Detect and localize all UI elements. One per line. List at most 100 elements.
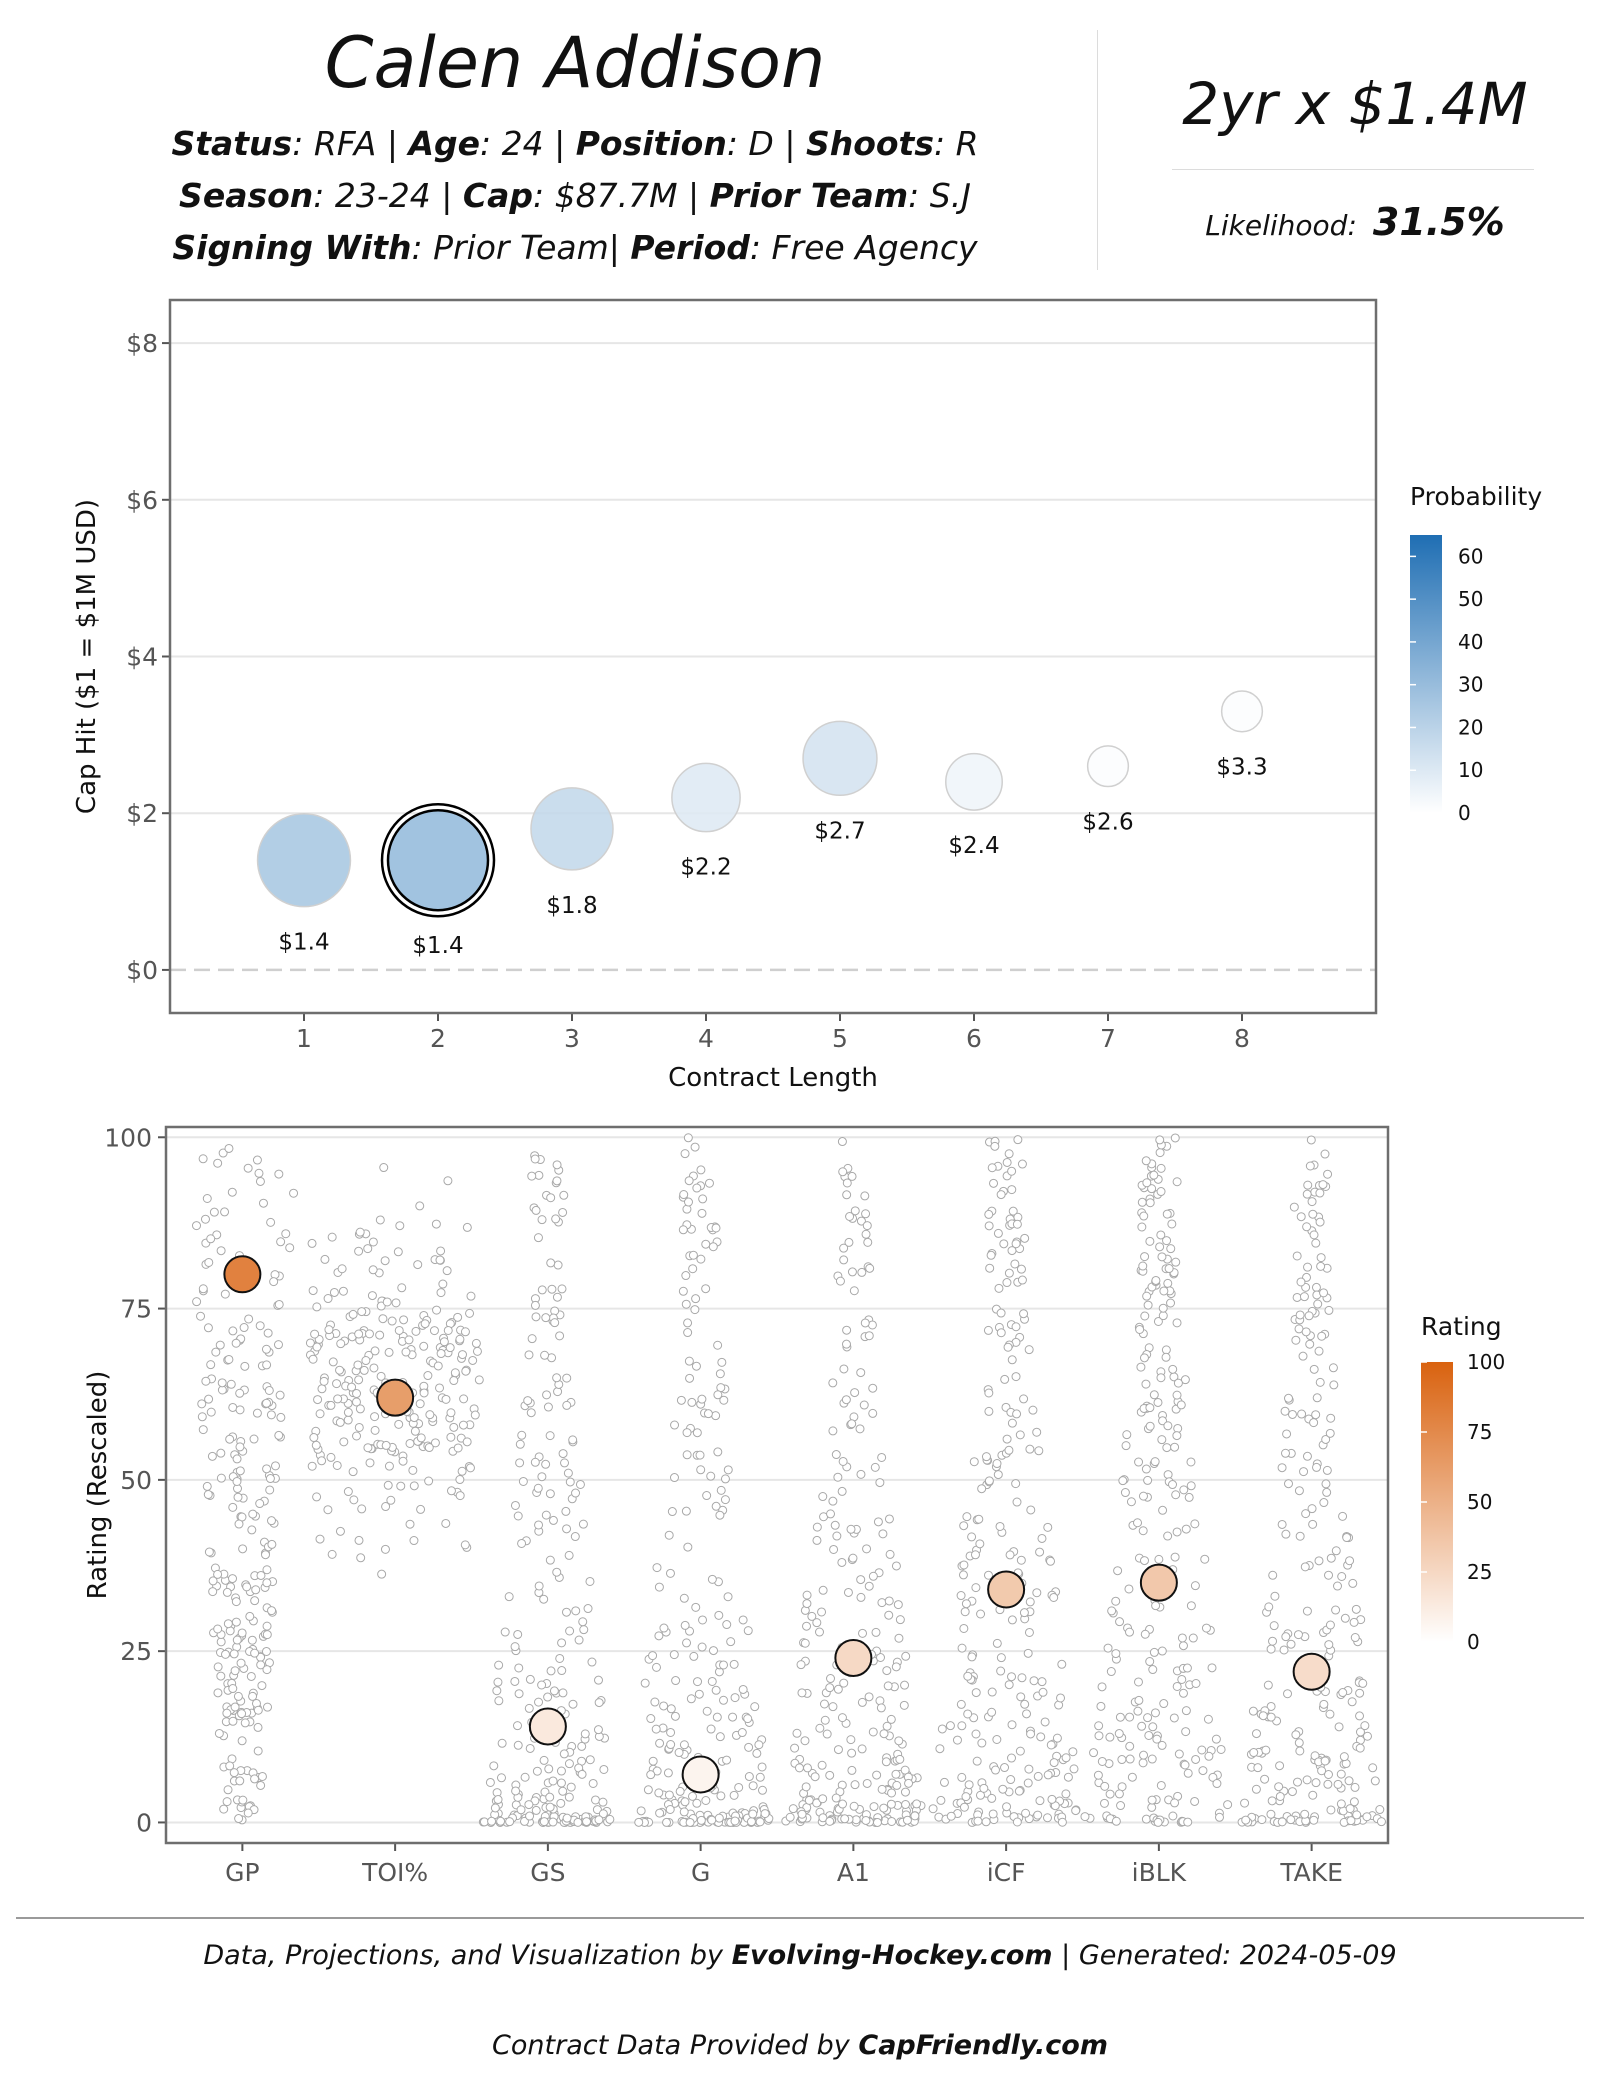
distribution-dot bbox=[959, 1623, 969, 1633]
distribution-dot bbox=[541, 1313, 551, 1323]
x-tick-label: G bbox=[691, 1858, 710, 1885]
distribution-dot bbox=[1113, 1566, 1123, 1576]
distribution-dot bbox=[217, 1378, 227, 1388]
distribution-dot bbox=[587, 1657, 597, 1667]
status-label: Status bbox=[171, 124, 293, 163]
distribution-dot bbox=[983, 1570, 993, 1580]
distribution-dot bbox=[1125, 1741, 1135, 1751]
distribution-dot bbox=[875, 1478, 885, 1488]
distribution-dot bbox=[561, 1506, 571, 1516]
info-line-2: Season: 23-24 | Cap: $87.7M | Prior Team… bbox=[179, 176, 971, 215]
legend-title: Probability bbox=[1410, 482, 1542, 511]
distribution-dot bbox=[996, 1666, 1006, 1676]
distribution-dot bbox=[312, 1302, 322, 1312]
distribution-dot bbox=[912, 1799, 922, 1809]
distribution-dot bbox=[664, 1530, 674, 1540]
distribution-dot bbox=[453, 1443, 463, 1453]
distribution-dot bbox=[996, 1328, 1006, 1338]
distribution-dot bbox=[276, 1412, 286, 1422]
distribution-dot bbox=[1038, 1687, 1048, 1697]
distribution-dot bbox=[975, 1539, 985, 1549]
x-tick-label: 6 bbox=[966, 1024, 982, 1053]
distribution-dot bbox=[1344, 1776, 1354, 1786]
distribution-dot bbox=[370, 1346, 380, 1356]
distribution-dot bbox=[1358, 1678, 1368, 1688]
distribution-dot bbox=[449, 1376, 459, 1386]
distribution-dot bbox=[1351, 1604, 1361, 1614]
distribution-dot bbox=[430, 1438, 440, 1448]
distribution-dot bbox=[265, 1485, 275, 1495]
distribution-dot bbox=[527, 1334, 537, 1344]
distribution-dot bbox=[370, 1412, 380, 1422]
distribution-dot bbox=[593, 1725, 603, 1735]
distribution-dot bbox=[255, 1321, 265, 1331]
distribution-dot bbox=[206, 1234, 216, 1244]
distribution-dot bbox=[722, 1755, 732, 1765]
distribution-dot bbox=[1043, 1770, 1053, 1780]
distribution-dot bbox=[411, 1326, 421, 1336]
distribution-dot bbox=[541, 1510, 551, 1520]
distribution-dot bbox=[985, 1263, 995, 1273]
distribution-dot bbox=[424, 1476, 434, 1486]
distribution-dot bbox=[697, 1642, 707, 1652]
distribution-dot bbox=[687, 1791, 697, 1801]
distribution-dot bbox=[1301, 1327, 1311, 1337]
distribution-dot bbox=[1159, 1286, 1169, 1296]
distribution-dot bbox=[202, 1481, 212, 1491]
distribution-dot bbox=[718, 1695, 728, 1705]
distribution-dot bbox=[382, 1297, 392, 1307]
distribution-dot bbox=[247, 1525, 257, 1535]
distribution-dot bbox=[1016, 1692, 1026, 1702]
distribution-dot bbox=[1035, 1547, 1045, 1557]
distribution-dot bbox=[1007, 1720, 1017, 1730]
distribution-dot bbox=[1172, 1431, 1182, 1441]
legend-tick-label: 50 bbox=[1458, 587, 1483, 611]
distribution-dot bbox=[524, 1800, 534, 1810]
distribution-dot bbox=[573, 1817, 583, 1827]
distribution-dot bbox=[716, 1791, 726, 1801]
distribution-dot bbox=[1016, 1555, 1026, 1565]
distribution-dot bbox=[1350, 1633, 1360, 1643]
distribution-dot bbox=[1019, 1608, 1029, 1618]
distribution-dot bbox=[1336, 1799, 1346, 1809]
distribution-dot bbox=[1179, 1485, 1189, 1495]
distribution-dot bbox=[1163, 1531, 1173, 1541]
distribution-dot bbox=[648, 1756, 658, 1766]
distribution-dot bbox=[1061, 1753, 1071, 1763]
distribution-dot bbox=[703, 1409, 713, 1419]
distribution-dot bbox=[837, 1137, 847, 1147]
distribution-dot bbox=[394, 1419, 404, 1429]
distribution-dot bbox=[959, 1802, 969, 1812]
prior-team-label: Prior Team bbox=[709, 176, 909, 215]
player-rating-point bbox=[528, 1707, 567, 1746]
distribution-dot bbox=[868, 1383, 878, 1393]
distribution-dot bbox=[200, 1214, 210, 1224]
distribution-dot bbox=[258, 1198, 268, 1208]
distribution-dot bbox=[691, 1602, 701, 1612]
distribution-dot bbox=[794, 1763, 804, 1773]
distribution-dot bbox=[1153, 1817, 1163, 1827]
distribution-dot bbox=[868, 1408, 878, 1418]
distribution-dot bbox=[1345, 1804, 1355, 1814]
distribution-dot bbox=[891, 1769, 901, 1779]
distribution-dot bbox=[545, 1555, 555, 1565]
distribution-dot bbox=[1133, 1518, 1143, 1528]
distribution-dot bbox=[231, 1617, 241, 1627]
distribution-dot bbox=[993, 1470, 1003, 1480]
distribution-dot bbox=[525, 1811, 535, 1821]
distribution-dot bbox=[446, 1408, 456, 1418]
distribution-dot bbox=[1033, 1771, 1043, 1781]
distribution-dot bbox=[415, 1399, 425, 1409]
distribution-dot bbox=[568, 1435, 578, 1445]
distribution-dot bbox=[864, 1692, 874, 1702]
distribution-dot bbox=[679, 1807, 689, 1817]
distribution-dot bbox=[520, 1772, 530, 1782]
distribution-dot bbox=[683, 1133, 693, 1143]
distribution-dot bbox=[1297, 1409, 1307, 1419]
distribution-dot bbox=[1260, 1774, 1270, 1784]
distribution-dot bbox=[790, 1743, 800, 1753]
distribution-dot bbox=[671, 1676, 681, 1686]
distribution-dot bbox=[208, 1587, 218, 1597]
distribution-dot bbox=[274, 1430, 284, 1440]
distribution-dot bbox=[1279, 1645, 1289, 1655]
